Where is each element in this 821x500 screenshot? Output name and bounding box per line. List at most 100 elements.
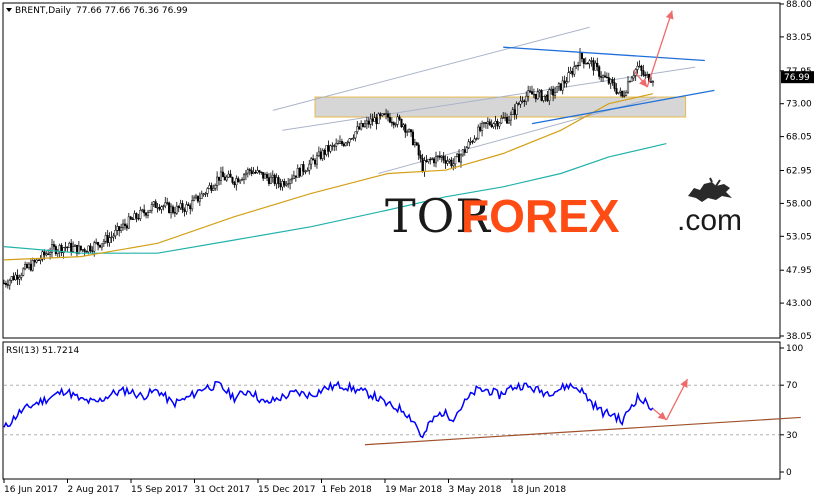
candle — [223, 173, 226, 181]
candle — [623, 90, 626, 98]
candle — [538, 89, 541, 98]
candle — [10, 276, 13, 284]
candle — [135, 212, 138, 223]
candle — [628, 80, 631, 83]
dropdown-triangle-icon — [6, 8, 12, 12]
candle — [123, 218, 127, 230]
candle — [621, 90, 624, 98]
candle — [200, 190, 203, 199]
candle — [160, 205, 163, 214]
candle — [419, 150, 422, 163]
candle — [227, 170, 230, 178]
candle — [367, 117, 370, 128]
candle — [81, 249, 84, 253]
candle — [363, 119, 367, 128]
candle — [72, 241, 75, 253]
candle — [329, 144, 332, 154]
candle — [613, 77, 616, 92]
candle — [100, 243, 103, 251]
candle — [561, 76, 564, 95]
candle — [267, 172, 271, 187]
price-tick-label: 38.05 — [786, 332, 812, 342]
candle — [575, 64, 578, 70]
candle — [225, 174, 228, 182]
candle — [651, 80, 655, 87]
price-candles — [2, 48, 655, 290]
candle — [310, 156, 313, 170]
candle — [340, 138, 343, 147]
candle — [342, 141, 345, 148]
candle — [530, 85, 534, 95]
candle — [557, 82, 560, 92]
candle — [125, 223, 128, 231]
candle — [189, 203, 192, 215]
candle — [275, 173, 278, 190]
candle — [469, 137, 472, 146]
candle — [154, 199, 157, 208]
candle — [492, 122, 495, 129]
time-tick-label: 15 Dec 2017 — [258, 485, 316, 495]
last-price-value: 76.99 — [784, 73, 810, 83]
candle — [173, 206, 176, 217]
candle — [415, 141, 418, 147]
sma-fast-line — [3, 93, 654, 261]
support-trend-line — [531, 89, 715, 125]
candle — [333, 143, 336, 152]
candle — [133, 210, 136, 220]
candle — [615, 83, 618, 95]
candle — [511, 107, 514, 115]
rsi-tick-label: 0 — [786, 468, 792, 478]
candle — [573, 61, 576, 78]
time-tick-label: 16 Jun 2017 — [4, 485, 58, 495]
candle — [450, 157, 453, 169]
candle — [555, 86, 559, 93]
candle — [166, 197, 169, 206]
candle — [603, 71, 607, 78]
candle — [290, 174, 294, 184]
price-tick-label: 47.95 — [786, 266, 812, 276]
price-axis: 88.0083.0577.9573.0068.0562.9558.0053.05… — [780, 0, 812, 342]
candle — [194, 193, 198, 200]
candle — [312, 154, 315, 161]
candle — [350, 138, 353, 140]
rsi-axis: 100 70 30 0 — [780, 344, 803, 478]
candle — [409, 129, 413, 137]
candle — [25, 262, 29, 269]
candle — [181, 200, 184, 214]
candle — [519, 95, 522, 108]
time-tick-label: 2 Aug 2017 — [68, 485, 120, 495]
candle — [131, 217, 134, 221]
candle — [327, 140, 330, 158]
candle — [630, 76, 633, 82]
candle — [210, 182, 213, 194]
candle — [517, 102, 520, 106]
candle — [577, 61, 580, 71]
candle — [283, 178, 286, 188]
instrument-header: BRENT,Daily 77.66 77.66 76.36 76.99 — [6, 6, 188, 16]
candle — [440, 155, 443, 163]
candle — [89, 243, 92, 254]
candle — [346, 140, 349, 146]
candle — [484, 122, 487, 129]
candle — [185, 201, 188, 215]
candle — [62, 247, 65, 259]
candle — [323, 148, 326, 161]
candle — [590, 57, 593, 67]
candle — [198, 192, 201, 207]
candle — [150, 201, 153, 214]
candle — [529, 86, 532, 93]
candle — [50, 238, 54, 258]
candle — [39, 255, 42, 265]
candle — [289, 178, 292, 190]
candle — [552, 85, 555, 102]
candle — [571, 67, 574, 78]
price-tick-label: 43.00 — [786, 299, 812, 309]
time-tick-label: 3 May 2018 — [449, 485, 502, 495]
candle — [586, 61, 589, 65]
rsi-tick-label: 30 — [786, 431, 798, 441]
candle — [256, 166, 259, 174]
candle — [66, 246, 69, 253]
candle — [14, 272, 17, 281]
candle — [4, 280, 7, 288]
candle — [348, 138, 351, 147]
